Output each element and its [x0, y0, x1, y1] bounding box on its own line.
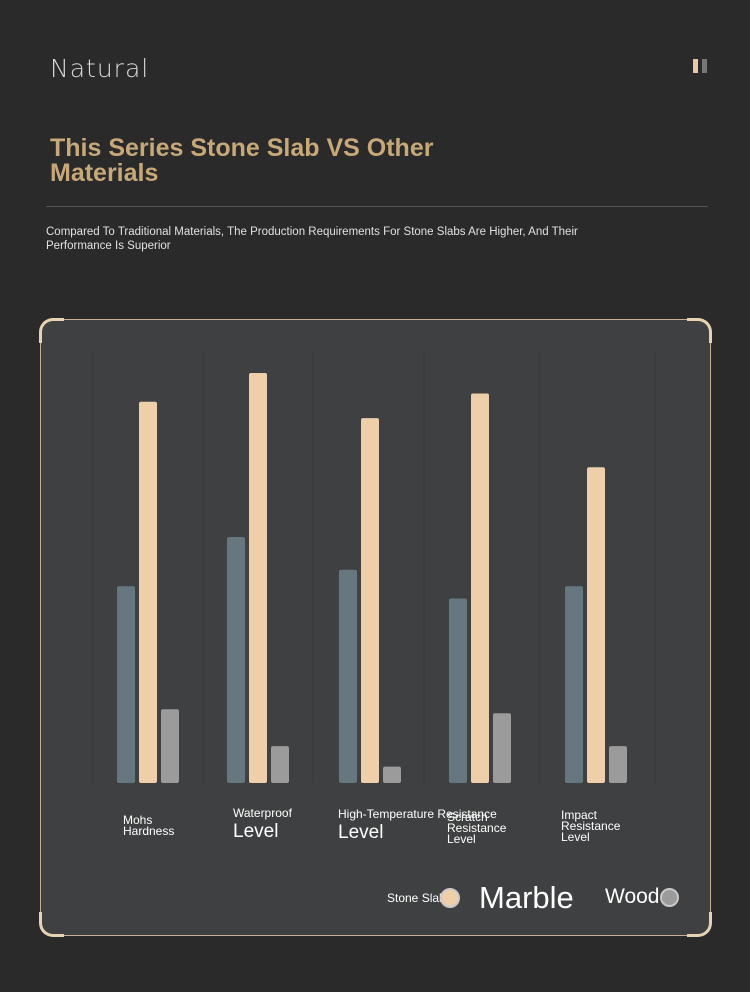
category-label-high-temperature-level: Level	[338, 822, 384, 843]
category-label-high-temperature: High-Temperature Resistance Level	[338, 808, 538, 846]
page-subtitle: Compared To Traditional Materials, The P…	[46, 226, 578, 252]
legend-item-marble: Marble	[479, 880, 574, 916]
bar-marble-impact-resistance-level	[587, 467, 605, 783]
bar-stone-slab-mohs-hardness	[117, 586, 135, 783]
legend-dot-wood	[660, 887, 680, 907]
category-label-scratch-resistance: Scratch Resistance Level	[447, 810, 507, 846]
legend-item-stone-slab: Stone Slab	[387, 888, 460, 908]
bar-marble-high-temperature-resistance-level	[361, 418, 379, 783]
bar-wood-high-temperature-resistance-level	[383, 766, 401, 783]
page-title: This Series Stone Slab VS Other Material…	[50, 134, 434, 187]
bar-stone-slab-impact-resistance-level	[565, 586, 583, 783]
legend-label-wood: Wood	[605, 885, 660, 908]
category-label-impact-resistance: Impact Resistance Level	[561, 808, 621, 844]
bar-marble-mohs-hardness	[139, 401, 157, 783]
legend-label-marble: Marble	[479, 880, 574, 915]
category-label-mohs-hardness: Mohs Hardness	[123, 813, 175, 838]
corner-bracket-bottom-left	[39, 912, 64, 937]
bar-stone-slab-waterproof-level	[227, 537, 245, 783]
bar-chart	[92, 352, 656, 783]
bar-wood-mohs-hardness	[161, 709, 179, 783]
brand-mark-bar-light	[693, 59, 698, 73]
bar-wood-waterproof-level	[271, 746, 289, 783]
bar-marble-scratch-resistance-level	[471, 393, 489, 783]
legend-item-wood: Wood	[605, 885, 680, 909]
bar-wood-impact-resistance-level	[609, 746, 627, 783]
bar-marble-waterproof-level	[249, 373, 267, 783]
bar-stone-slab-scratch-resistance-level	[449, 598, 467, 783]
category-label-waterproof-level: Level	[233, 821, 279, 842]
corner-bracket-bottom-right	[687, 912, 712, 937]
brand-mark-bar-dark	[702, 59, 707, 73]
brand-name: Natural	[50, 54, 150, 83]
corner-bracket-top-right	[687, 318, 712, 343]
brand-mark-icon	[693, 59, 709, 73]
legend-dot-stone-slab	[439, 888, 460, 908]
bar-wood-scratch-resistance-level	[493, 713, 511, 783]
category-label-waterproof: Waterproof Level	[233, 807, 343, 845]
chart-panel: Mohs Hardness Waterproof Level High-Temp…	[39, 318, 712, 937]
title-divider	[46, 206, 708, 207]
bar-stone-slab-high-temperature-resistance-level	[339, 569, 357, 783]
legend-label-stone-slab: Stone Slab	[387, 891, 446, 905]
corner-bracket-top-left	[39, 318, 64, 343]
